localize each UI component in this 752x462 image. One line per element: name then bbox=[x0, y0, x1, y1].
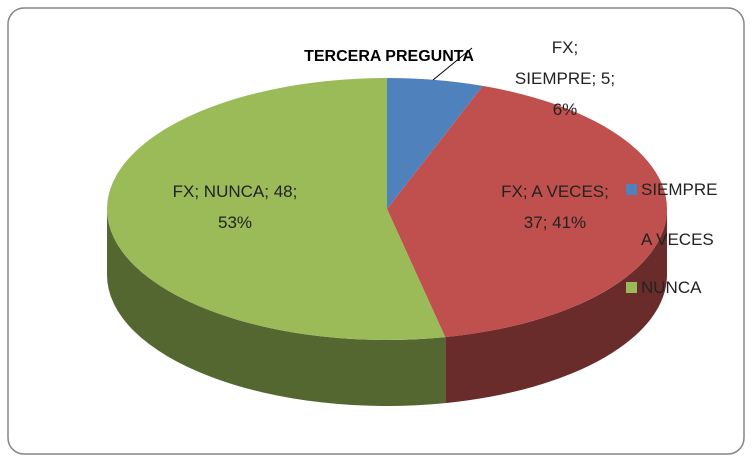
legend-swatch bbox=[626, 184, 637, 195]
data-label: FX; NUNCA; 48; 53% bbox=[172, 182, 298, 232]
pie-slice bbox=[106, 78, 446, 341]
pie-side bbox=[445, 209, 667, 404]
legend-label: A VECES bbox=[641, 230, 714, 249]
pie-slice bbox=[387, 85, 667, 338]
chart-title: TERCERA PREGUNTA bbox=[304, 48, 474, 65]
legend-item: A VECES bbox=[626, 230, 714, 250]
pie-side bbox=[107, 209, 446, 406]
pie-slice bbox=[387, 78, 483, 209]
legend-label: NUNCA bbox=[641, 278, 702, 297]
legend-item: SIEMPRE bbox=[626, 180, 718, 200]
pie bbox=[106, 78, 667, 406]
legend-swatch bbox=[626, 282, 637, 293]
data-label: FX; SIEMPRE; 5; 6% bbox=[514, 38, 616, 119]
legend-swatch bbox=[626, 234, 637, 245]
legend-item: NUNCA bbox=[626, 278, 701, 298]
data-label: FX; A VECES; 37; 41% bbox=[501, 182, 609, 232]
legend-label: SIEMPRE bbox=[641, 180, 718, 199]
leader-line bbox=[432, 47, 473, 81]
